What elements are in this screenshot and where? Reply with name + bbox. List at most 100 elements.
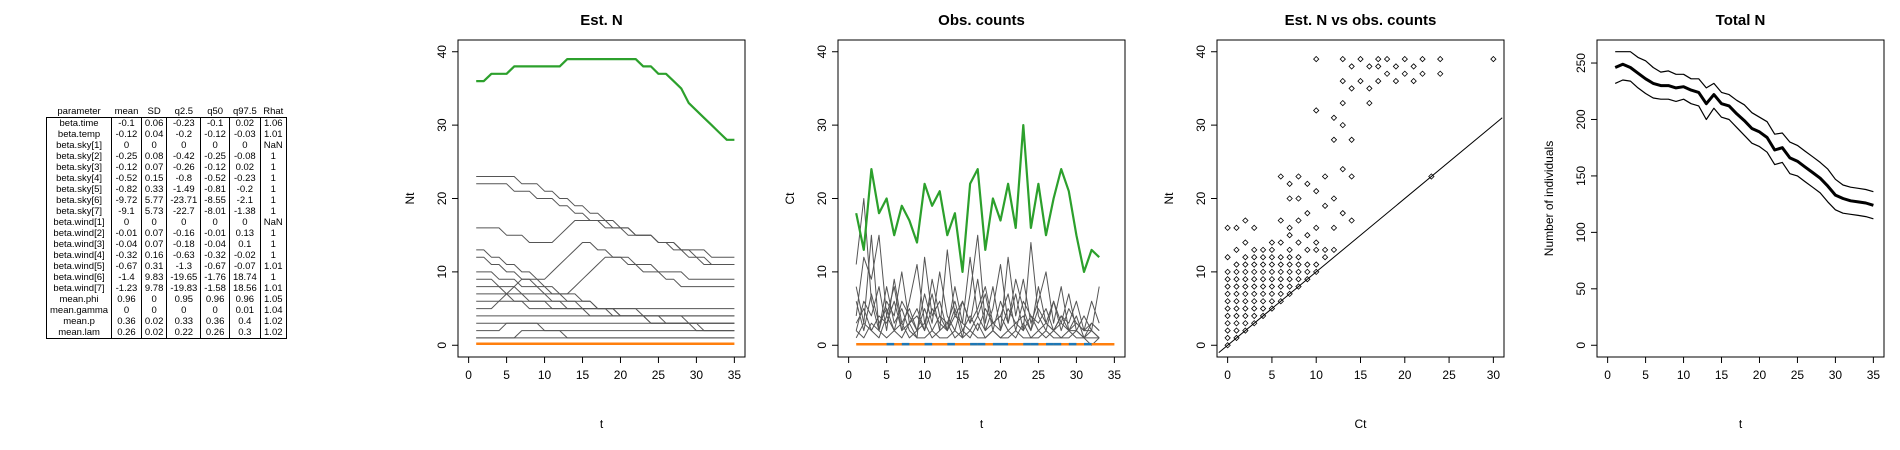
- y-tick-label: 40: [1194, 45, 1208, 59]
- y-tick-label: 250: [1574, 53, 1588, 73]
- table-cell: 1: [259, 184, 287, 195]
- scatter-point: [1277, 283, 1284, 290]
- background-series-line: [476, 220, 735, 265]
- scatter-point: [1304, 232, 1311, 239]
- table-cell: -0.1: [200, 117, 230, 129]
- scatter-point: [1313, 187, 1320, 195]
- scatter-point: [1313, 107, 1320, 114]
- table-cell: 1.02: [259, 327, 287, 339]
- scatter-point: [1321, 246, 1329, 254]
- series-line-mean: [1614, 62, 1874, 207]
- scatter-point: [1295, 276, 1302, 283]
- table-cell: -0.81: [200, 184, 230, 195]
- table-row: beta.sky[1] 0 0 0 0 0 NaN: [47, 140, 287, 151]
- table-cell: -0.25: [200, 151, 230, 162]
- background-series-line: [855, 300, 1100, 339]
- column-header: mean: [114, 106, 139, 117]
- scatter-point: [1259, 283, 1267, 290]
- y-axis-label: Nt: [403, 192, 417, 205]
- y-axis-label: Ct: [783, 192, 797, 205]
- table-cell: -2.1: [228, 195, 261, 206]
- scatter-point: [1233, 298, 1240, 305]
- scatter-point: [1242, 298, 1249, 305]
- table-row: beta.wind[7] -1.23 9.78 -19.83 -1.58 18.56 1.0…: [47, 283, 287, 294]
- x-tick-label: 30: [1070, 368, 1084, 382]
- scatter-point: [1490, 55, 1497, 63]
- scatter-point: [1224, 298, 1231, 305]
- table-cell: 0.02: [140, 327, 167, 339]
- scatter-point: [1277, 276, 1284, 283]
- table-row: beta.sky[5] -0.82 0.33 -1.49 -0.81 -0.2 1: [47, 184, 287, 195]
- y-tick-label: 30: [1194, 118, 1208, 132]
- scatter-point: [1242, 320, 1249, 327]
- table-cell: 0.01: [228, 305, 261, 316]
- scatter-point: [1277, 290, 1284, 298]
- table-cell: -0.42: [166, 151, 201, 162]
- table-cell: -19.65: [166, 272, 201, 283]
- scatter-point: [1268, 276, 1276, 283]
- scatter-point: [1224, 305, 1231, 312]
- table-cell: -1.4: [111, 272, 142, 283]
- x-tick-label: 10: [1677, 368, 1691, 382]
- scatter-point: [1251, 305, 1258, 312]
- scatter-point: [1277, 261, 1284, 268]
- y-tick-label: 50: [1574, 282, 1588, 296]
- series-line-lower: [1614, 79, 1874, 220]
- x-tick-label: 30: [1487, 368, 1501, 382]
- table-cell: 0.02: [140, 316, 167, 327]
- scatter-point: [1251, 283, 1258, 290]
- table-cell: beta.sky[7]: [56, 206, 103, 217]
- scatter-point: [1224, 312, 1231, 320]
- scatter-point: [1224, 342, 1231, 349]
- scatter-point: [1286, 276, 1293, 283]
- table-cell: 0: [200, 140, 230, 151]
- scatter-point: [1251, 298, 1258, 305]
- scatter-point: [1233, 327, 1240, 334]
- table-cell: -8.55: [200, 195, 230, 206]
- scatter-point: [1233, 334, 1240, 342]
- scatter-point: [1277, 254, 1284, 261]
- scatter-point: [1233, 305, 1240, 312]
- table-cell: 1.01: [259, 261, 287, 272]
- y-tick-label: 30: [435, 118, 449, 132]
- chart-panel: Obs. counts t Ct 0 5 10 15 20 25 30 35 0 10 20 30 40: [783, 12, 1126, 431]
- table-cell: 0.3: [228, 327, 261, 339]
- table-cell: mean.phi: [59, 294, 99, 305]
- table-cell: 0: [111, 140, 142, 151]
- x-tick-label: 20: [994, 368, 1008, 382]
- x-tick-label: 0: [845, 368, 852, 382]
- x-tick-label: 15: [576, 368, 590, 382]
- table-cell: beta.wind[1]: [53, 217, 105, 228]
- x-tick-label: 25: [1032, 368, 1046, 382]
- scatter-point: [1268, 261, 1276, 268]
- table-row: beta.wind[2] -0.01 0.07 -0.16 -0.01 0.13 1: [47, 228, 287, 239]
- scatter-point: [1366, 99, 1373, 107]
- table-body: beta.time -0.1 0.06 -0.23 -0.1 0.02 1.06 beta.t…: [46, 117, 287, 339]
- scatter-point: [1304, 180, 1311, 187]
- table-cell: 0.26: [111, 327, 142, 339]
- scatter-point: [1251, 320, 1258, 327]
- table-cell: beta.sky[3]: [56, 162, 103, 173]
- background-series-line: [476, 242, 735, 280]
- y-tick-label: 30: [815, 118, 829, 132]
- table-cell: -1.58: [200, 283, 230, 294]
- scatter-point: [1242, 261, 1249, 268]
- table-row: beta.temp -0.12 0.04 -0.2 -0.12 -0.03 1.01: [47, 129, 287, 140]
- column-header: SD: [147, 106, 161, 117]
- plot-frame: [1216, 39, 1505, 358]
- table-cell: 0: [111, 217, 142, 228]
- table-cell: 0.04: [140, 129, 167, 140]
- scatter-point: [1259, 290, 1267, 298]
- scatter-point: [1242, 239, 1249, 246]
- table-cell: -0.32: [111, 250, 142, 261]
- y-tick-label: 0: [1574, 342, 1588, 349]
- scatter-point: [1304, 276, 1311, 283]
- table-cell: 0: [140, 305, 167, 316]
- scatter-point: [1392, 63, 1400, 70]
- scatter-point: [1339, 165, 1346, 173]
- scatter-point: [1330, 195, 1338, 202]
- table-cell: beta.time: [59, 118, 99, 129]
- scatter-point: [1410, 77, 1417, 85]
- scatter-point: [1348, 85, 1355, 92]
- chart-panel: Est. N t Nt 0 5 10 15 20 25 30 35 0 10 20 30 40: [403, 12, 746, 431]
